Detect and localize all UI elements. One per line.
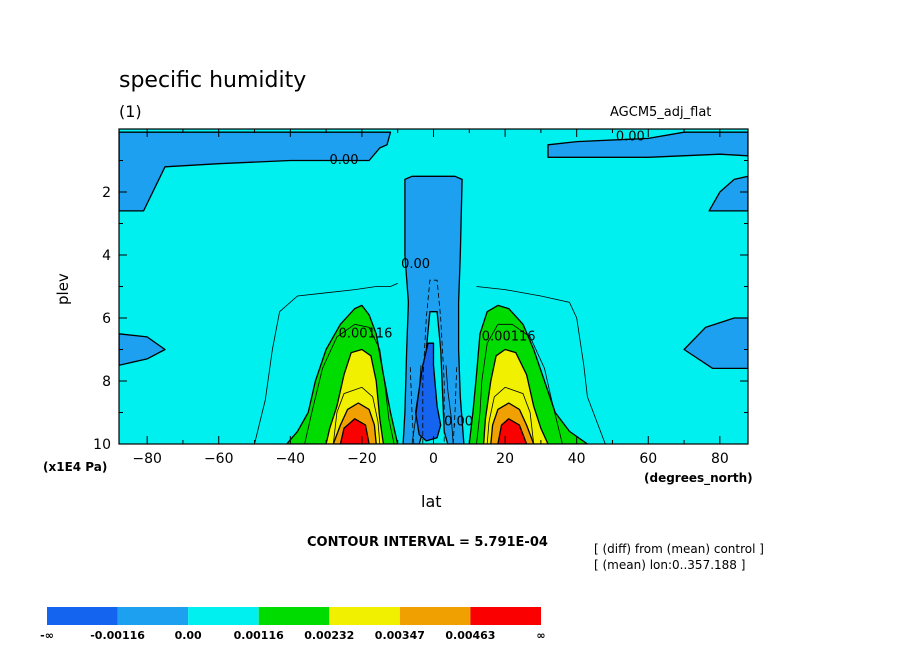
contour-line-4 [332,386,381,444]
colorbar-label-4: 0.00232 [304,629,354,642]
contour-label-3: 0.00116 [339,326,393,341]
colorbar-label-6: 0.00463 [445,629,495,642]
y-axis-unit: (x1E4 Pa) [43,460,108,474]
contour-region-6 [414,342,442,442]
x-tick-label-2: −40 [276,451,306,467]
contour-label-0: 0.00 [330,153,359,168]
colorbar-swatch-3 [258,607,330,625]
panel-label: (1) [119,102,142,121]
contour-label-4: 0.00116 [482,329,536,344]
contour-layer: 0.00 0.00 0.00 0.00116 0.00116 0.00 [119,129,748,444]
contour-line-10 [452,365,458,444]
x-axis-unit: (degrees_north) [644,471,753,485]
x-tick-label-4: 0 [429,451,438,467]
contour-label-5: 0.00 [444,414,473,429]
colorbar-label-2: 0.00 [175,629,202,642]
contour-line-0 [254,283,398,444]
colorbar-label-5: 0.00347 [375,629,425,642]
note-mean-lon: [ (mean) lon:0..357.188 ] [594,558,746,572]
experiment-label: AGCM5_adj_flat [610,105,712,120]
chart-title: specific humidity [119,68,307,93]
contour-label-2: 0.00 [401,257,430,272]
contour-line-5 [486,386,535,444]
contour-region-0 [119,131,392,212]
colorbar-label-7: ∞ [536,629,545,642]
y-tick-label-1: 4 [102,248,111,264]
contour-line-7 [445,365,454,444]
colorbar-swatch-2 [188,607,259,625]
colorbar-swatch-5 [399,607,471,625]
contour-interval: CONTOUR INTERVAL = 5.791E-04 [307,535,548,550]
x-tick-label-5: 20 [496,451,514,467]
contour-region-1 [547,131,748,158]
contour-region-2 [708,175,748,212]
contour-line-1 [476,286,606,444]
x-tick-label-7: 60 [639,451,657,467]
contour-region-4 [683,317,748,370]
x-tick-label-0: −80 [132,451,162,467]
colorbar-label-1: -0.00116 [90,629,145,642]
y-tick-label-3: 8 [102,374,111,390]
x-tick-label-1: −60 [204,451,234,467]
colorbar-swatch-1 [117,607,189,625]
colorbar-label-3: 0.00116 [234,629,284,642]
contour-region-5 [402,175,465,444]
colorbar-swatch-6 [470,607,541,625]
contour-line-3 [476,323,563,444]
colorbar-swatch-0 [47,607,118,625]
colorbar-label-0: -∞ [40,629,54,642]
y-tick-label-4: 10 [93,437,111,453]
x-tick-label-8: 80 [711,451,729,467]
y-axis-label: plev [54,273,72,305]
colorbar-swatch-4 [329,607,400,625]
contour-region-3 [119,333,166,366]
y-tick-label-2: 6 [102,311,111,327]
contour-line-2 [304,323,395,444]
contour-line-8 [422,279,445,444]
note-diff: [ (diff) from (mean) control ] [594,542,764,556]
x-axis-label: lat [421,492,442,511]
contour-line-9 [409,365,415,444]
contour-line-6 [411,365,422,444]
y-tick-label-0: 2 [102,185,111,201]
x-tick-label-3: −20 [347,451,377,467]
contour-label-1: 0.00 [616,129,645,144]
x-tick-label-6: 40 [568,451,586,467]
